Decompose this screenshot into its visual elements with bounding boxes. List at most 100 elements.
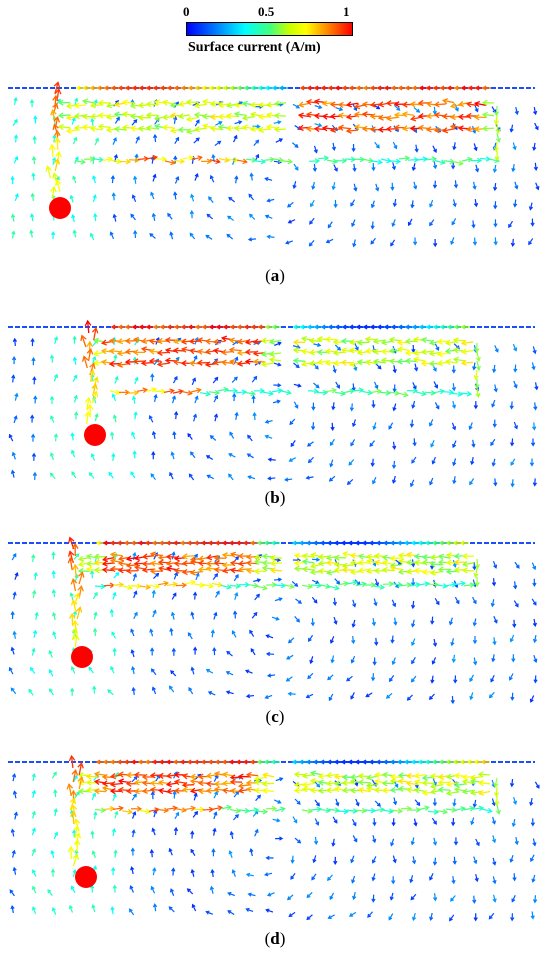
current-arrow	[227, 215, 235, 221]
current-arrow	[471, 126, 477, 134]
current-arrow	[431, 817, 437, 825]
current-arrow	[413, 818, 418, 827]
current-arrow	[153, 393, 158, 402]
current-arrow	[131, 194, 137, 203]
current-arrow	[531, 598, 537, 606]
current-arrow	[274, 806, 286, 813]
current-arrow	[12, 337, 18, 346]
current-arrow	[85, 786, 99, 794]
current-arrow	[361, 389, 374, 396]
current-arrow	[12, 866, 17, 875]
current-arrow	[331, 182, 336, 191]
current-arrow	[273, 126, 287, 133]
current-arrow	[70, 687, 75, 696]
current-arrow	[212, 573, 219, 580]
current-arrow	[130, 806, 143, 812]
current-arrow	[151, 212, 156, 221]
current-arrow	[146, 154, 159, 161]
current-arrow	[491, 798, 496, 807]
current-arrow	[529, 695, 535, 703]
current-arrow	[305, 693, 314, 699]
current-arrow	[460, 359, 474, 366]
current-arrow	[260, 361, 274, 368]
current-arrow	[317, 553, 331, 560]
current-arrow	[168, 906, 175, 913]
current-arrow	[389, 158, 402, 165]
current-arrow	[256, 808, 269, 815]
current-arrow	[111, 631, 117, 639]
current-arrow	[493, 478, 498, 487]
current-arrow	[328, 807, 341, 813]
current-arrow	[472, 562, 477, 571]
current-arrow	[148, 414, 154, 423]
current-arrow	[194, 395, 199, 404]
current-arrow	[291, 142, 299, 148]
current-arrow	[381, 566, 395, 574]
current-arrow	[266, 198, 275, 203]
caption-a-letter: a	[270, 266, 280, 285]
current-arrow	[372, 818, 377, 827]
current-arrow	[84, 319, 92, 334]
current-arrow	[493, 786, 500, 798]
current-arrow	[31, 906, 37, 915]
current-arrow	[393, 797, 398, 806]
current-arrow	[131, 829, 136, 838]
current-arrow	[273, 799, 282, 804]
current-arrow	[337, 808, 350, 815]
current-arrow	[492, 183, 498, 192]
current-arrow	[492, 364, 497, 374]
current-arrow	[248, 193, 254, 201]
current-arrow	[28, 688, 34, 696]
current-arrow	[210, 868, 215, 878]
current-arrow	[256, 584, 268, 591]
current-arrow	[139, 808, 152, 815]
current-arrow	[312, 163, 317, 173]
current-arrow	[471, 596, 477, 605]
current-arrow	[329, 438, 335, 447]
current-arrow	[191, 377, 197, 386]
current-arrow	[53, 807, 58, 817]
current-arrow	[74, 158, 87, 165]
current-arrow	[68, 612, 76, 627]
current-arrow	[208, 196, 214, 203]
current-arrow	[78, 571, 85, 585]
current-arrow	[452, 356, 466, 363]
current-arrow	[374, 141, 380, 149]
current-arrow	[348, 459, 355, 466]
current-arrow	[54, 336, 59, 345]
current-arrow	[406, 387, 419, 394]
current-arrow	[474, 576, 480, 588]
current-arrow	[469, 789, 483, 796]
current-arrow	[480, 759, 490, 765]
current-arrow	[325, 238, 334, 244]
current-arrow	[72, 853, 79, 867]
current-arrow	[530, 218, 535, 227]
current-arrow	[309, 562, 323, 569]
current-arrow	[229, 583, 242, 589]
current-arrow	[364, 807, 377, 814]
current-arrow	[172, 790, 177, 799]
current-arrow	[290, 872, 296, 880]
current-arrow	[226, 650, 233, 657]
current-arrow	[332, 597, 338, 606]
current-arrow	[453, 781, 467, 788]
current-arrow	[127, 390, 140, 396]
current-arrow	[171, 592, 177, 600]
current-arrow	[116, 361, 130, 368]
current-arrow	[445, 789, 459, 797]
current-arrow	[453, 837, 459, 846]
current-arrow	[74, 791, 80, 799]
current-arrow	[67, 845, 75, 860]
current-arrow	[335, 106, 344, 112]
current-arrow	[529, 458, 535, 467]
current-arrow	[371, 894, 376, 903]
current-arrow	[92, 194, 97, 203]
current-arrow	[470, 157, 483, 164]
current-arrow	[352, 892, 357, 901]
current-arrow	[494, 150, 500, 162]
current-arrow	[93, 212, 98, 222]
current-arrow	[137, 125, 151, 132]
current-arrow	[410, 200, 415, 209]
current-arrow	[370, 388, 383, 395]
current-arrow	[295, 598, 302, 604]
